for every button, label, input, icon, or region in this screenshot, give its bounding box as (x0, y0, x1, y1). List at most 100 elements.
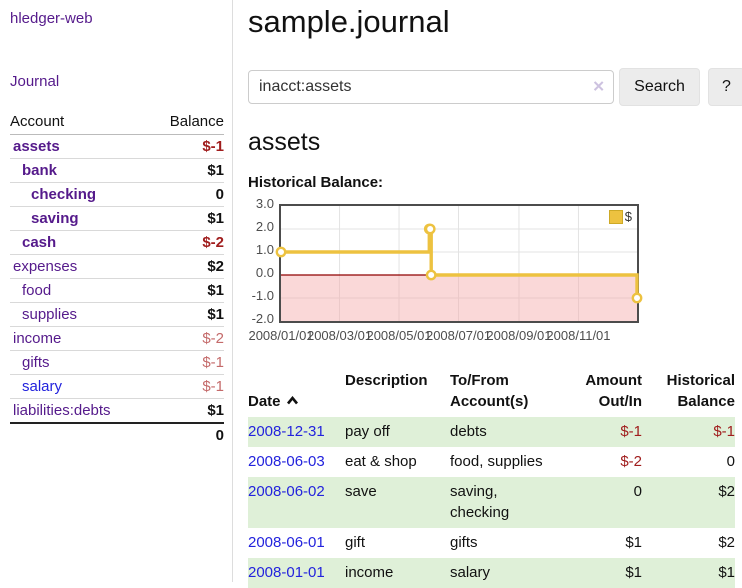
account-row: gifts $-1 (10, 350, 224, 375)
account-row: expenses $2 (10, 254, 224, 279)
transaction-amount: $1 (625, 534, 642, 551)
sidebar-account-food[interactable]: food (22, 282, 52, 299)
balance-column-header-main: Historical Balance (666, 372, 735, 410)
transaction-date-link[interactable]: 2008-12-31 (248, 423, 325, 440)
search-box: ✕ (248, 70, 614, 104)
transaction-date-link[interactable]: 2008-06-01 (248, 534, 325, 551)
search-input[interactable] (248, 70, 614, 104)
account-row: supplies $1 (10, 302, 224, 327)
sidebar-account-checking[interactable]: checking (31, 186, 97, 203)
account-row: bank $1 (10, 158, 224, 183)
description-column-header: Description (345, 372, 428, 389)
account-row: liabilities:debts $1 (10, 398, 224, 424)
sidebar-account-cash[interactable]: cash (22, 234, 57, 251)
sidebar-item-journal[interactable]: Journal (10, 73, 60, 90)
register-header-row: Date Description To/From Account(s) Amou… (248, 370, 735, 417)
sidebar-account-salary[interactable]: salary (22, 378, 63, 395)
transaction-accounts: salary (450, 564, 491, 581)
transaction-accounts: gifts (450, 534, 478, 551)
transaction-amount: $-2 (620, 453, 642, 470)
historical-balance-chart[interactable]: $ 3.0 2.0 1.0 0.0 -1.0 -2.0 2008/01/01 2008/03/… (248, 196, 742, 354)
chart-legend: $ (607, 209, 633, 224)
account-balance: $1 (207, 402, 224, 419)
transaction-balance: $1 (718, 564, 735, 581)
y-axis-tick-label: 3.0 (255, 196, 274, 211)
transaction-description: eat & shop (345, 453, 417, 470)
help-button[interactable]: ? (708, 68, 742, 106)
account-row: salary $-1 (10, 374, 224, 399)
transaction-date-link[interactable]: 2008-01-01 (248, 564, 325, 581)
amount-column-header: Amount Out/In (585, 372, 642, 410)
register-row: 2008-12-31 pay off debts $-1 $-1 (248, 417, 735, 447)
account-row: saving $1 (10, 206, 224, 231)
y-axis-tick-label: 1.0 (255, 242, 274, 257)
sidebar: hledger-web Journal Account Balance asse… (0, 0, 233, 582)
chart-title: Historical Balance: (248, 174, 384, 191)
x-axis-tick-label: 2008/07/01 (425, 328, 492, 343)
account-balance: $2 (207, 258, 224, 275)
transaction-amount: 0 (633, 483, 642, 500)
sidebar-account-income[interactable]: income (13, 330, 62, 347)
chart-canvas (275, 206, 643, 321)
date-column-header[interactable]: Date (248, 370, 345, 417)
sidebar-account-assets[interactable]: assets (13, 138, 60, 155)
transaction-amount: $-1 (620, 423, 642, 440)
sidebar-account-liabilities-debts[interactable]: liabilities:debts (13, 402, 111, 419)
clear-search-icon[interactable]: ✕ (592, 78, 605, 96)
transaction-description: income (345, 564, 394, 581)
accounts-total-row: 0 (10, 422, 224, 447)
transaction-accounts: food, supplies (450, 453, 543, 470)
account-balance: 0 (215, 186, 224, 203)
accounts-column-header: To/From Account(s) (450, 372, 529, 410)
search-button[interactable]: Search (619, 68, 700, 106)
sidebar-account-bank[interactable]: bank (22, 162, 58, 179)
account-row: food $1 (10, 278, 224, 303)
transaction-description: gift (345, 534, 366, 551)
accounts-total-spacer (10, 422, 150, 447)
transaction-accounts: saving, checking (450, 483, 510, 521)
search-bar: ✕ Search ? (248, 68, 742, 106)
account-balance: $1 (207, 282, 224, 299)
sidebar-account-saving[interactable]: saving (31, 210, 79, 227)
accounts-table: Account Balance assets $-1 bank $1 checking 0… (10, 110, 224, 447)
transaction-balance: 0 (726, 453, 735, 470)
main-content: sample.journal ✕ Search ? assets Histori… (233, 0, 742, 588)
transaction-accounts: debts (450, 423, 487, 440)
transaction-balance: $2 (718, 483, 735, 500)
x-axis-tick-label: 2008/11/01 (546, 328, 611, 343)
legend-swatch-icon (608, 209, 623, 224)
x-axis-tick-label: 2008/09/01 (486, 328, 552, 343)
account-balance: $1 (207, 162, 224, 179)
sidebar-account-gifts[interactable]: gifts (22, 354, 50, 371)
accounts-table-header: Account Balance (10, 110, 224, 135)
account-row: checking 0 (10, 182, 224, 207)
brand-link[interactable]: hledger-web (10, 10, 93, 27)
account-heading: assets (248, 128, 321, 156)
register-table: Date Description To/From Account(s) Amou… (248, 370, 735, 588)
transaction-balance: $-1 (713, 423, 735, 440)
transaction-date-link[interactable]: 2008-06-03 (248, 453, 325, 470)
accounts-total-value: 0 (149, 422, 224, 447)
chart-plot-area[interactable]: $ (275, 204, 643, 323)
account-balance: $-2 (202, 330, 224, 347)
transaction-date-link[interactable]: 2008-06-02 (248, 483, 325, 500)
sidebar-account-supplies[interactable]: supplies (22, 306, 78, 323)
account-balance: $-1 (202, 354, 224, 371)
register-row: 2008-06-03 eat & shop food, supplies $-2 0 (248, 447, 735, 477)
y-axis-tick-label: -2.0 (251, 311, 274, 326)
y-axis-tick-label: 0.0 (255, 265, 274, 280)
x-axis-tick-label: 2008/03/01 (306, 328, 373, 343)
account-balance: $1 (207, 306, 224, 323)
x-axis-tick-label: 2008/01/01 (248, 328, 314, 343)
account-row: assets $-1 (10, 135, 224, 159)
account-row: cash $-2 (10, 230, 224, 255)
transaction-balance: $2 (718, 534, 735, 551)
register-row: 2008-06-01 gift gifts $1 $2 (248, 528, 735, 558)
transaction-description: pay off (345, 423, 390, 440)
page-title: sample.journal (248, 4, 450, 39)
sort-caret-up-icon (286, 395, 298, 405)
sidebar-account-expenses[interactable]: expenses (13, 258, 78, 275)
account-row: income $-2 (10, 326, 224, 351)
legend-label: $ (624, 209, 632, 224)
